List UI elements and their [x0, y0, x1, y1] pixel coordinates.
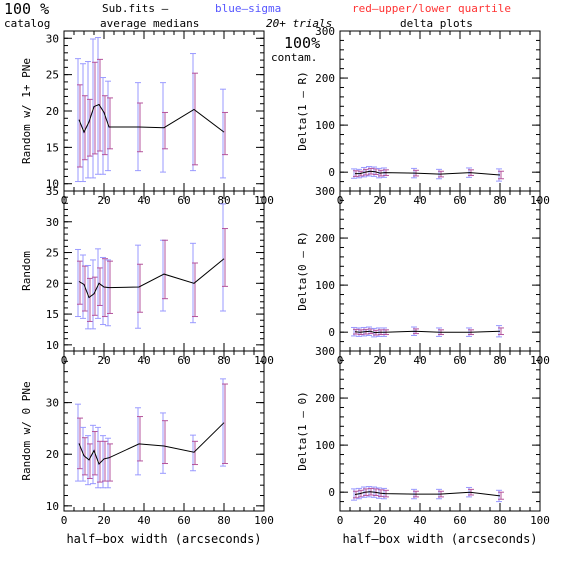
percent-label-left: 100 %	[4, 0, 49, 18]
y-axis-label: Random w/ 0 PNe	[20, 381, 33, 480]
median-line	[355, 170, 501, 176]
y-tick-label: 25	[46, 69, 59, 82]
median-line	[78, 258, 225, 299]
y-tick-label: 20	[46, 105, 59, 118]
x-tick-label: 60	[453, 514, 466, 527]
delta-plots-label: delta plots	[400, 17, 473, 30]
x-tick-label: 20	[373, 514, 386, 527]
panel-frame	[63, 190, 265, 352]
x-tick-label: 80	[493, 194, 506, 207]
x-tick-label: 100	[254, 514, 274, 527]
x-tick-label: 0	[61, 514, 68, 527]
x-tick-label: 20	[373, 354, 386, 367]
contam-label: contam.	[271, 51, 317, 64]
blue-sigma-label: blue–sigma	[215, 2, 281, 15]
median-line	[78, 422, 225, 465]
y-axis-label: Delta(1 – R)	[296, 71, 309, 150]
panel-frame	[63, 350, 265, 512]
x-tick-label: 40	[137, 194, 150, 207]
y-tick-label: 15	[46, 308, 59, 321]
x-tick-label: 40	[413, 194, 426, 207]
percent-label-right: 100%	[284, 34, 320, 52]
panel-left-bottom: 0 20 40 60 80 100 10 20 30 Random w/ 0 PNe half–bo…	[20, 350, 274, 546]
panel-frame	[63, 30, 265, 192]
y-tick-label: 300	[315, 25, 335, 38]
y-tick-label: 200	[315, 232, 335, 245]
x-tick-label: 0	[337, 514, 344, 527]
x-tick-label: 80	[493, 514, 506, 527]
x-tick-label: 80	[493, 354, 506, 367]
y-tick-label: 200	[315, 72, 335, 85]
trials-label: 20+ trials	[266, 17, 332, 30]
y-tick-label: 100	[315, 439, 335, 452]
x-axis-label: half–box width (arcseconds)	[342, 532, 537, 546]
y-tick-label: 20	[46, 277, 59, 290]
x-tick-label: 20	[373, 194, 386, 207]
y-tick-label: 0	[328, 166, 335, 179]
y-tick-label: 20	[46, 448, 59, 461]
average-medians-label: average medians	[100, 17, 199, 30]
x-tick-label: 60	[177, 194, 190, 207]
red-quartile-label: red–upper/lower quartile	[352, 2, 511, 15]
x-tick-label: 100	[530, 514, 550, 527]
y-tick-label: 35	[46, 185, 59, 198]
catalog-label: catalog	[4, 17, 50, 30]
x-tick-label: 60	[177, 514, 190, 527]
y-tick-label: 300	[315, 345, 335, 358]
y-tick-label: 0	[328, 326, 335, 339]
x-axis-label: half–box width (arcseconds)	[66, 532, 261, 546]
x-tick-label: 60	[453, 354, 466, 367]
y-tick-label: 10	[46, 339, 59, 352]
x-tick-label: 40	[137, 514, 150, 527]
y-tick-label: 0	[328, 486, 335, 499]
x-tick-label: 40	[413, 354, 426, 367]
y-axis-label: Delta(1 – 0)	[296, 391, 309, 470]
y-tick-label: 15	[46, 141, 59, 154]
y-tick-label: 10	[46, 500, 59, 513]
y-tick-label: 100	[315, 119, 335, 132]
y-tick-label: 10	[46, 178, 59, 191]
x-tick-label: 40	[137, 354, 150, 367]
x-tick-label: 80	[217, 354, 230, 367]
x-tick-label: 80	[217, 514, 230, 527]
x-tick-label: 60	[453, 194, 466, 207]
y-axis-label: Random	[20, 251, 33, 291]
y-tick-label: 30	[46, 216, 59, 229]
x-tick-label: 60	[177, 354, 190, 367]
y-axis-label: Delta(0 – R)	[296, 231, 309, 310]
y-tick-label: 25	[46, 247, 59, 260]
x-tick-label: 20	[97, 514, 110, 527]
median-line	[354, 491, 501, 497]
x-tick-label: 20	[97, 194, 110, 207]
x-tick-label: 20	[97, 354, 110, 367]
y-tick-label: 300	[315, 185, 335, 198]
y-axis-label: Random w/ 1+ PNe	[20, 58, 33, 164]
x-tick-label: 40	[413, 514, 426, 527]
subfits-label: Sub.fits –	[102, 2, 169, 15]
y-tick-label: 200	[315, 392, 335, 405]
y-tick-label: 30	[46, 32, 59, 45]
median-line	[354, 330, 501, 334]
median-line	[78, 103, 225, 134]
y-tick-label: 100	[315, 279, 335, 292]
y-tick-label: 30	[46, 397, 59, 410]
panel-right-bottom: 0 20 40 60 80 100 0 100 200 300 Delta(1 – 0) half–b…	[296, 345, 550, 546]
